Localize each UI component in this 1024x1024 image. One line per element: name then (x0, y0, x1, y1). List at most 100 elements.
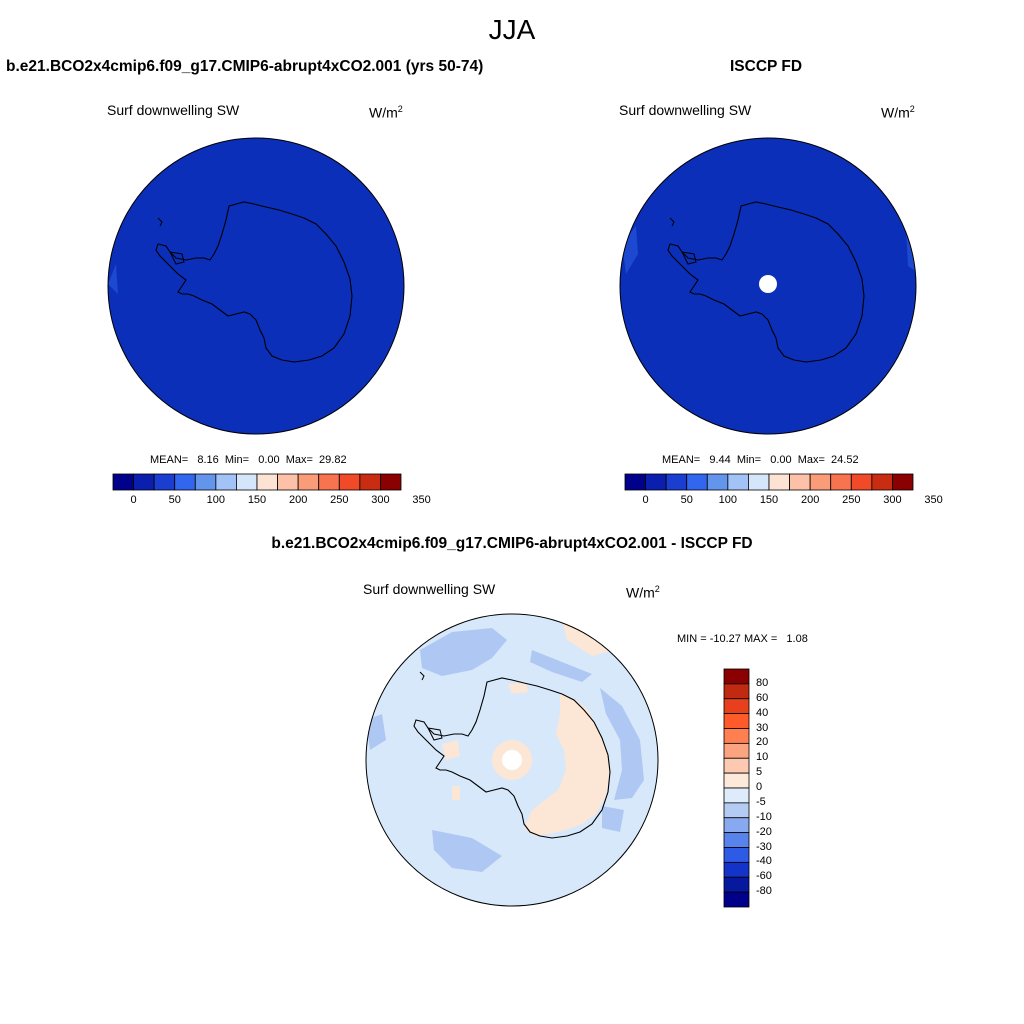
colorbar-cell (723, 891, 750, 908)
colorbar-tick-label: 30 (756, 721, 769, 734)
colorbar-cell (768, 473, 790, 491)
colorbar-tick-label: -5 (756, 795, 766, 808)
colorbar-cell (723, 832, 750, 848)
colorbar-cell (665, 473, 688, 491)
colorbar-tick-label: 150 (247, 494, 267, 506)
colorbar-tick-label: 350 (924, 494, 943, 506)
colorbar-tick-label: 200 (288, 494, 308, 506)
colorbar-tick-label: -60 (756, 870, 772, 883)
colorbar-tick-label: 50 (680, 494, 693, 506)
panel-3-variable: Surf downwelling SW (363, 581, 496, 597)
panel-2-map (619, 137, 917, 435)
colorbar-tick-label: 80 (756, 676, 769, 689)
panel-2-colorbar-ticks: 0 50 100 150 200 250 300 350 (624, 494, 943, 508)
colorbar-cell (723, 772, 750, 789)
colorbar-cell (809, 473, 832, 491)
panel-2-units: W/m2 (881, 104, 915, 121)
colorbar-tick-label: 0 (642, 494, 649, 506)
colorbar-cell (380, 473, 402, 491)
colorbar-tick-label: -80 (756, 885, 772, 898)
panel-1-title: b.e21.BCO2x4cmip6.f09_g17.CMIP6-abrupt4x… (6, 58, 484, 75)
colorbar-cell (133, 473, 155, 491)
panel-3-units: W/m2 (626, 584, 660, 601)
colorbar-cell (277, 473, 299, 491)
panel-2-variable: Surf downwelling SW (619, 102, 752, 118)
colorbar-cell (112, 473, 134, 491)
colorbar-cell (723, 787, 750, 804)
season-title: JJA (488, 14, 536, 45)
colorbar-cell (723, 713, 750, 729)
panel-2-stats: MEAN= 9.44 Min= 0.00 Max= 24.52 (662, 454, 859, 466)
colorbar-cell (153, 473, 176, 491)
colorbar-cell (830, 473, 852, 491)
colorbar-cell (236, 473, 258, 491)
colorbar-cell (723, 876, 750, 893)
colorbar-tick-label: -20 (756, 825, 772, 838)
colorbar-cell (297, 473, 320, 491)
colorbar-cell (256, 473, 278, 491)
colorbar-tick-label: 250 (330, 494, 349, 506)
colorbar-tick-label: 350 (412, 494, 431, 506)
colorbar-cell (645, 473, 667, 491)
colorbar-tick-label: 100 (718, 494, 738, 506)
colorbar-tick-label: 100 (206, 494, 226, 506)
colorbar-cell (727, 473, 749, 491)
colorbar-cell (359, 473, 381, 491)
panel-1-units: W/m2 (369, 104, 403, 121)
colorbar-cell (850, 473, 873, 491)
colorbar-tick-label: 0 (756, 781, 763, 793)
colorbar-cell (706, 473, 729, 491)
panel-3-colorbar-ticks: 80 60 40 30 20 10 5 0 -5 -10 -20 -30 -40 -60 -80 (756, 668, 796, 908)
colorbar-cell (723, 757, 750, 774)
colorbar-cell (723, 728, 750, 744)
colorbar-tick-label: 300 (883, 494, 902, 506)
colorbar-tick-label: -40 (756, 855, 772, 868)
colorbar-tick-label: 10 (756, 751, 769, 764)
colorbar-tick-label: 20 (756, 736, 769, 749)
colorbar-tick-label: -30 (756, 840, 772, 853)
colorbar-cell (686, 473, 708, 491)
colorbar-tick-label: 250 (842, 494, 861, 506)
panel-1-variable: Surf downwelling SW (107, 102, 240, 118)
colorbar-cell (789, 473, 811, 491)
panel-1-stats: MEAN= 8.16 Min= 0.00 Max= 29.82 (150, 454, 347, 466)
colorbar-cell (318, 473, 340, 491)
colorbar-cell (723, 861, 750, 878)
colorbar-tick-label: -10 (756, 810, 772, 823)
colorbar-cell (723, 847, 750, 863)
panel-1-colorbar (112, 473, 402, 491)
colorbar-tick-label: 50 (168, 494, 181, 506)
colorbar-tick-label: 300 (371, 494, 390, 506)
colorbar-cell (723, 802, 750, 819)
colorbar-cell (338, 473, 361, 491)
missing-data-pole (759, 275, 777, 293)
panel-1-colorbar-ticks: 0 50 100 150 200 250 300 350 (112, 494, 431, 508)
colorbar-cell (624, 473, 646, 491)
colorbar-cell (892, 473, 914, 491)
colorbar-tick-label: 200 (800, 494, 820, 506)
colorbar-tick-label: 0 (130, 494, 137, 506)
panel-3-colorbar (723, 668, 750, 908)
panel-2-colorbar (624, 473, 914, 491)
colorbar-cell (723, 742, 750, 759)
colorbar-cell (723, 683, 750, 700)
colorbar-cell (174, 473, 196, 491)
colorbar-cell (723, 698, 750, 715)
antarctica-coastline (155, 201, 353, 363)
colorbar-tick-label: 60 (756, 691, 769, 704)
colorbar-cell (748, 473, 770, 491)
panel-2-title: ISCCP FD (730, 58, 803, 75)
panel-3-title: b.e21.BCO2x4cmip6.f09_g17.CMIP6-abrupt4x… (271, 535, 753, 552)
colorbar-cell (194, 473, 217, 491)
panel-1-map (107, 137, 405, 435)
colorbar-cell (871, 473, 893, 491)
colorbar-cell (215, 473, 237, 491)
colorbar-cell (723, 668, 750, 685)
colorbar-tick-label: 150 (759, 494, 779, 506)
colorbar-tick-label: 5 (756, 766, 763, 779)
colorbar-tick-label: 40 (756, 706, 769, 719)
antarctica-coastline (667, 201, 865, 363)
panel-3-map (365, 613, 659, 907)
colorbar-cell (723, 817, 750, 834)
panel-3-stats: MIN = -10.27 MAX = 1.08 (677, 633, 808, 645)
